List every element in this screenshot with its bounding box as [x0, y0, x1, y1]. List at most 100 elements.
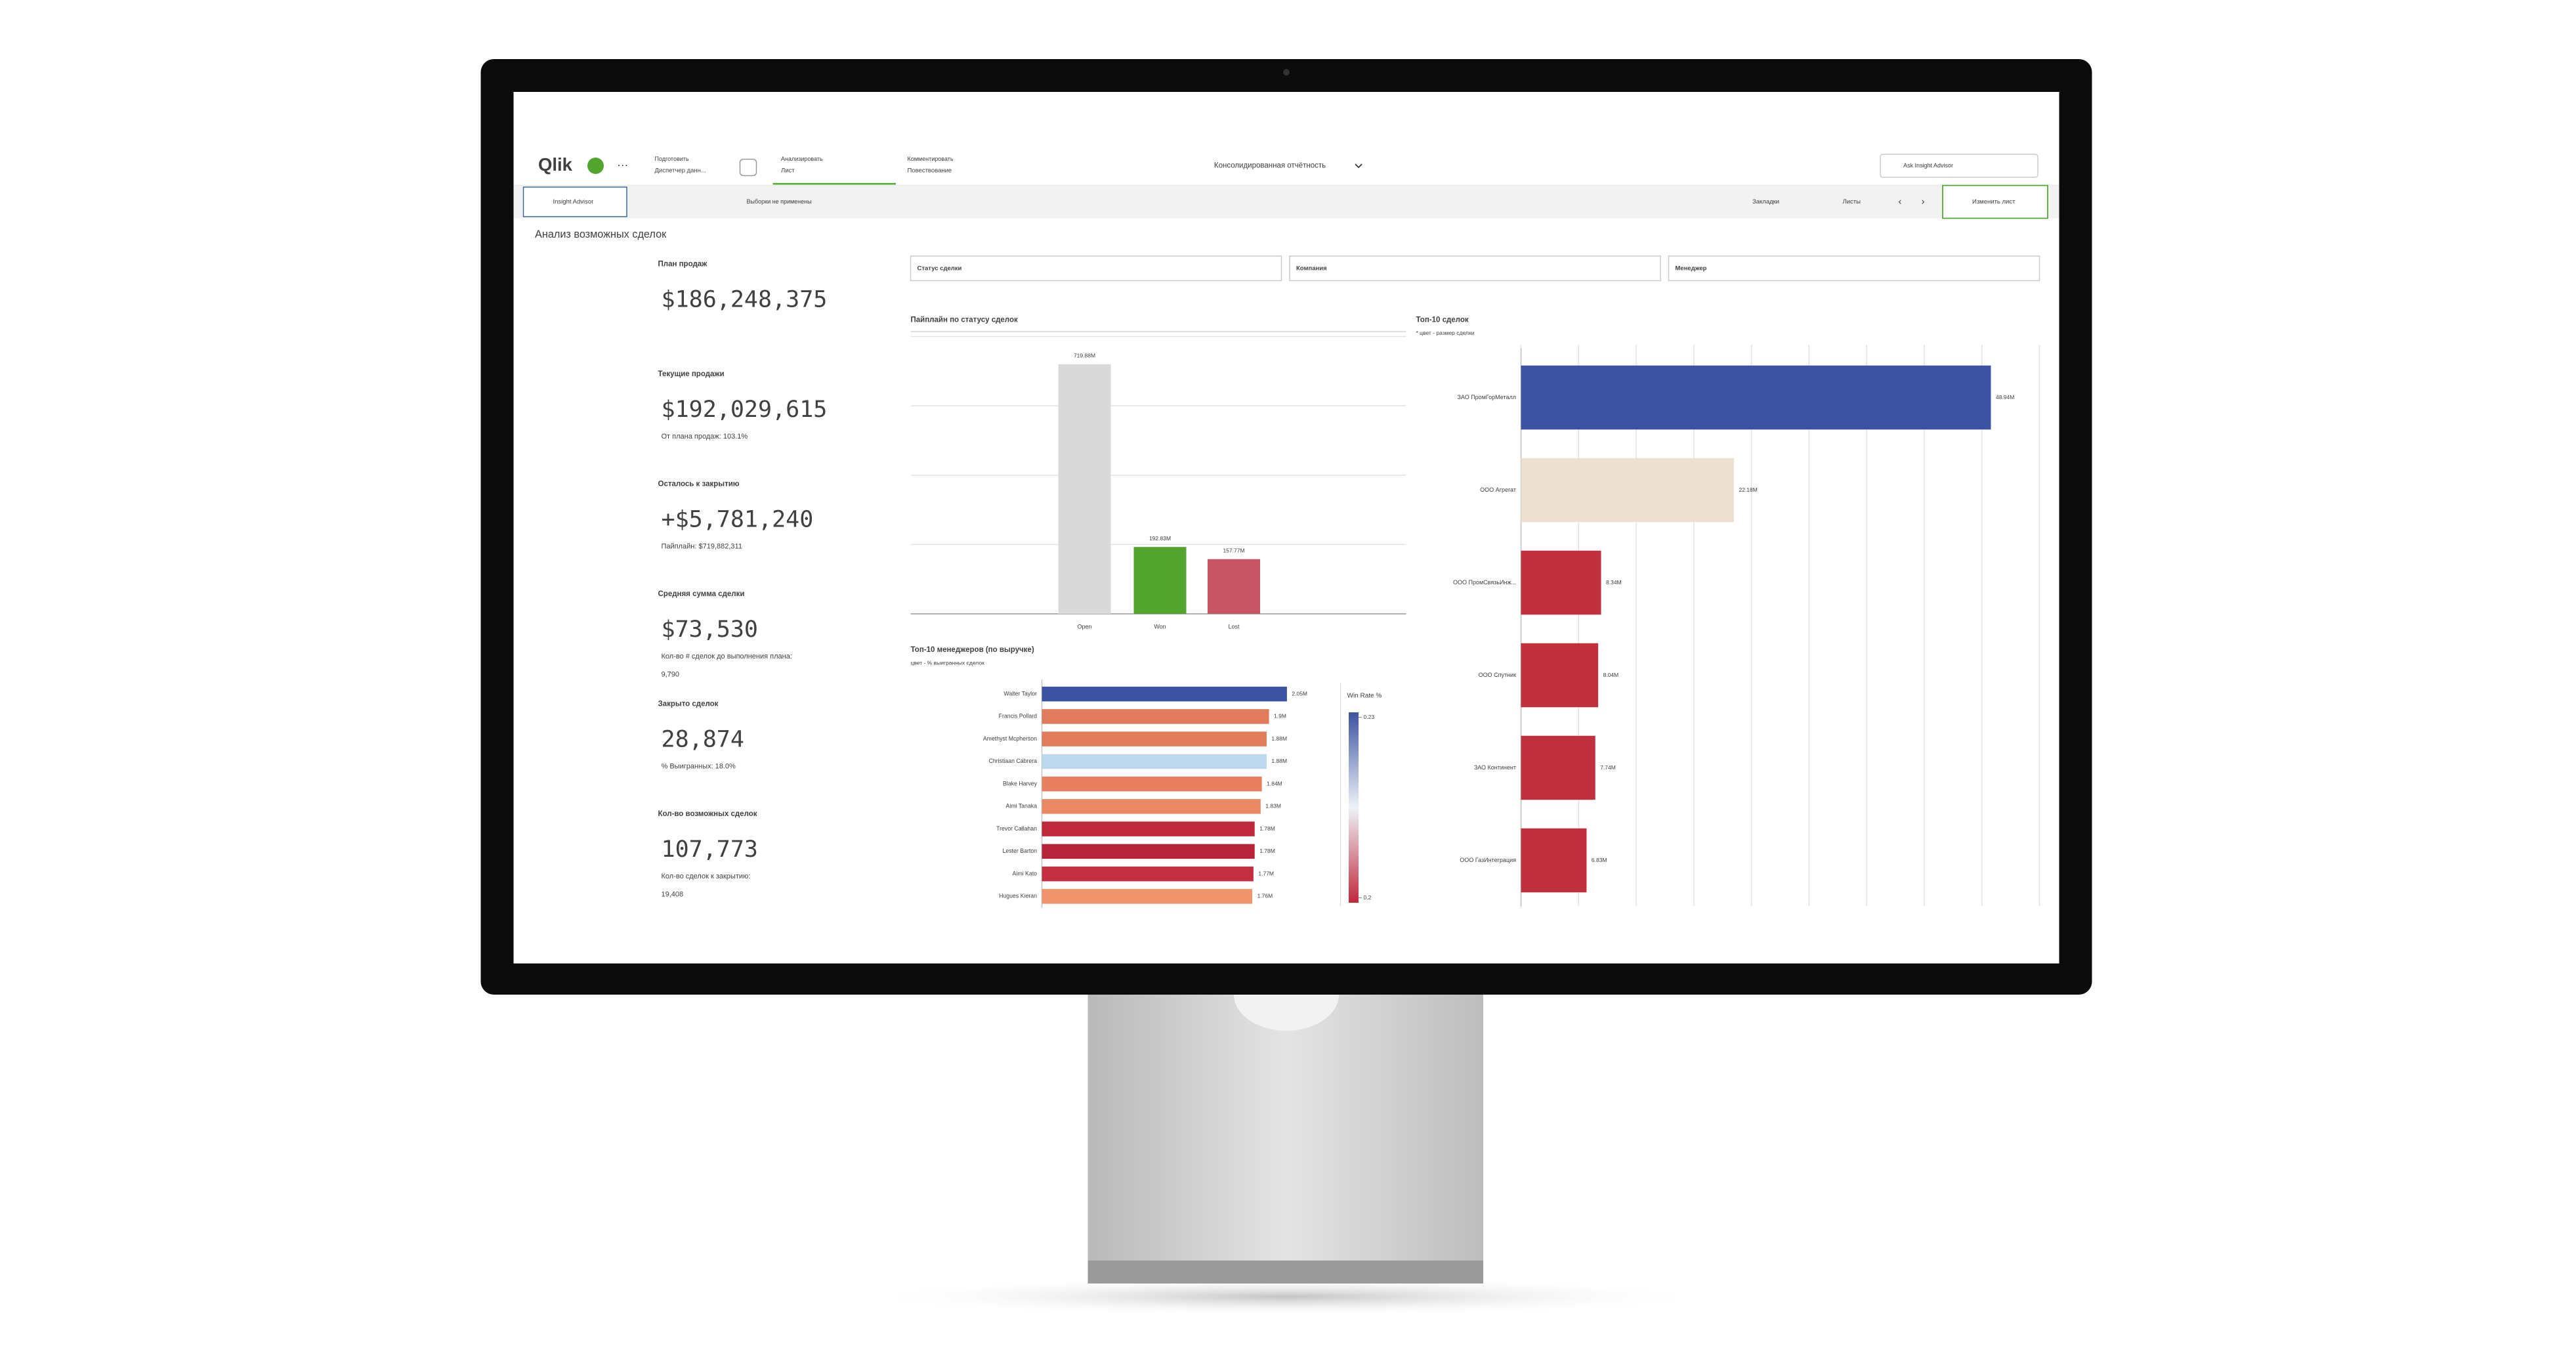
nav-label[interactable]: Подготовить: [655, 156, 689, 162]
sheets-button[interactable]: Листы: [1843, 198, 1861, 205]
category-label: Blake Harvey: [1003, 780, 1038, 787]
value-label: 6.83M: [1592, 857, 1607, 863]
chart-title: Пайплайн по статусу сделок: [911, 316, 1018, 324]
bar: [1521, 643, 1599, 708]
filter-label[interactable]: Компания: [1296, 265, 1327, 272]
bar: [1521, 735, 1595, 800]
filter-box[interactable]: [1289, 255, 1661, 282]
kpi-title: Осталось к закрытию: [658, 481, 740, 488]
shadow: [860, 1277, 1713, 1316]
bar: [1133, 547, 1187, 614]
insight-button[interactable]: [522, 186, 627, 217]
category-label: ЗАО ПромГорМеталл: [1457, 394, 1516, 400]
category-label: ООО Спутник: [1479, 672, 1516, 678]
nav-sub[interactable]: Лист: [781, 167, 795, 175]
bookmarks-button[interactable]: Закладки: [1752, 198, 1779, 205]
value-label: 1.84M: [1267, 780, 1282, 787]
nav-label[interactable]: Комментировать: [908, 156, 954, 162]
charts: Пайплайн по статусу сделок 719.88M Open 192…: [910, 316, 2040, 908]
stand: [1087, 985, 1483, 1264]
kpi-title: План продаж: [658, 261, 708, 269]
category-label: Won: [1154, 623, 1166, 630]
bar: [1042, 731, 1267, 746]
value-label: 7.74M: [1600, 764, 1616, 771]
chart-title: Топ-10 менеджеров (по выручке): [911, 646, 1034, 654]
nav-label[interactable]: Анализировать: [781, 156, 823, 162]
kpi-sub: Пайплайн: $719,882,311: [662, 542, 742, 550]
kpi-sub: % Выигранных: 18.0%: [662, 762, 736, 770]
kpi-panel: План продаж $186,248,375 Текущие продажи $1…: [658, 261, 828, 899]
filter-box[interactable]: [910, 255, 1282, 282]
value-label: 8.34M: [1606, 579, 1622, 586]
value-label: 1.78M: [1259, 848, 1275, 854]
search-box[interactable]: [1880, 154, 2038, 178]
nav-item[interactable]: Анализировать Лист: [772, 156, 897, 185]
chart-subtitle: * цвет - размер сделки: [1416, 330, 1475, 336]
category-label: Francis Pollard: [999, 713, 1037, 720]
category-label: Aimi Kato: [1013, 870, 1038, 876]
nav-sub[interactable]: Повествование: [908, 167, 952, 175]
kpi-sub: Кол-во # сделок до выполнения плана:: [662, 653, 792, 660]
value-label: 8.04M: [1603, 672, 1619, 678]
category-label: ООО ПромСвязьИнж...: [1453, 579, 1516, 586]
nav-item[interactable]: Подготовить Диспетчер данн...: [655, 156, 757, 177]
category-label: Walter Taylor: [1003, 690, 1037, 697]
filter-label[interactable]: Статус сделки: [918, 265, 962, 272]
toolbar-bg: [513, 185, 2059, 219]
logo-mark: [587, 158, 604, 174]
filter-label[interactable]: Менеджер: [1676, 265, 1707, 272]
filter-box[interactable]: [1668, 255, 2040, 282]
category-label: Open: [1077, 623, 1091, 630]
category-label: Lester Barton: [1002, 848, 1037, 854]
value-label: 2.05M: [1292, 690, 1307, 697]
kpi-value: 28,874: [662, 727, 744, 753]
bar: [1521, 365, 1991, 430]
edit-button[interactable]: [1942, 184, 2048, 219]
bar: [1042, 754, 1267, 769]
menu-dots[interactable]: ···: [617, 158, 628, 171]
search-placeholder[interactable]: Ask Insight Advisor: [1903, 162, 1953, 169]
bar: [1042, 686, 1287, 702]
next-sheet[interactable]: ›: [1922, 196, 1925, 207]
bar: [1521, 550, 1601, 615]
bar: [1042, 821, 1255, 836]
kpi-title: Кол-во возможных сделок: [658, 810, 757, 818]
kpi-sub: Кол-во сделок к закрытию:: [662, 873, 751, 880]
value-label: 1.9M: [1274, 713, 1286, 720]
filter-panel: Статус сделки Компания Менеджер: [910, 255, 2040, 282]
header: Qlik ··· Подготовить Диспетчер данн... Ан…: [513, 154, 2059, 186]
value-label: 1.77M: [1258, 870, 1274, 876]
nav-dropdown[interactable]: [739, 158, 757, 177]
value-label: 192.83M: [1149, 535, 1171, 542]
stand-base: [1087, 1261, 1483, 1284]
app-title[interactable]: Консолидированная отчётность: [1214, 162, 1326, 170]
insight-label[interactable]: Insight Advisor: [553, 198, 594, 205]
bar: [1521, 828, 1587, 893]
category-label: Trevor Callahan: [996, 825, 1037, 832]
category-label: Lost: [1228, 623, 1240, 630]
bar: [1208, 559, 1260, 614]
category-label: Christiaan Cabrera: [989, 758, 1038, 764]
legend-title: Win Rate %: [1347, 693, 1382, 700]
kpi-value: $186,248,375: [662, 287, 828, 313]
legend-gradient: [1349, 712, 1359, 903]
screen: [513, 92, 2059, 964]
category-label: Amethyst Mcpherson: [983, 735, 1037, 742]
title-caret: [1355, 163, 1362, 169]
bar: [1058, 364, 1111, 614]
nav-sub[interactable]: Диспетчер данн...: [655, 167, 706, 175]
nav-item[interactable]: Комментировать Повествование: [908, 156, 954, 175]
value-label: 719.88M: [1074, 353, 1095, 359]
prev-sheet[interactable]: ‹: [1899, 196, 1902, 207]
kpi-value: $73,530: [662, 616, 759, 643]
value-label: 1.83M: [1265, 803, 1281, 809]
bar: [1042, 866, 1254, 882]
legend-tick-label: 0.23: [1364, 714, 1375, 720]
kpi-title: Средняя сумма сделки: [658, 590, 745, 598]
category-label: ООО Агрегат: [1480, 486, 1516, 493]
edit-label[interactable]: Изменить лист: [1972, 198, 2016, 205]
category-label: ООО ГазИнтеграция: [1460, 857, 1516, 863]
bar: [1042, 844, 1255, 859]
bar: [1521, 458, 1734, 523]
